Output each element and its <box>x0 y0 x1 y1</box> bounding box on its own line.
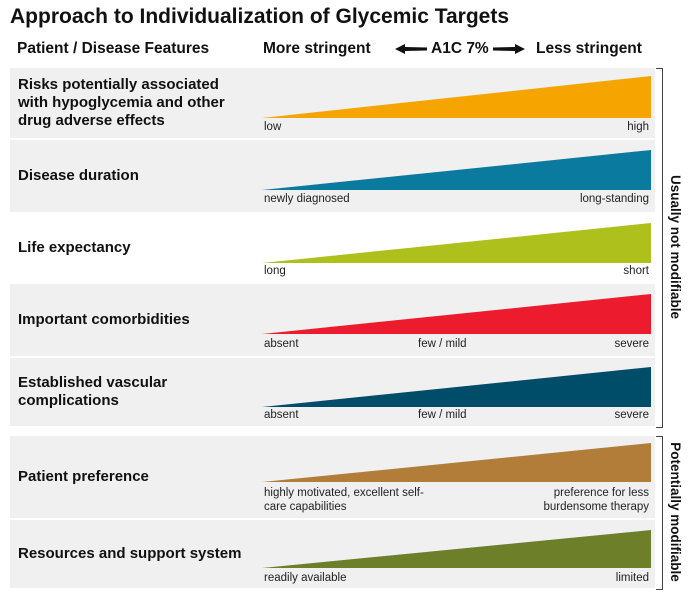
a1c-header: A1C 7% <box>395 40 525 58</box>
stringency-wedge <box>262 223 651 263</box>
a1c-label: A1C 7% <box>431 40 489 57</box>
stringency-wedge <box>262 367 651 407</box>
feature-label: Established vascular complications <box>18 374 168 409</box>
modifiable-bracket <box>656 436 663 590</box>
scale-right-label: long-standing <box>579 193 649 205</box>
scale-right-label: high <box>627 121 649 133</box>
scale-left-label: highly motivated, excellent self-care ca… <box>264 487 424 513</box>
stringency-wedge <box>262 294 651 334</box>
scale-mid-label: few / mild <box>418 409 467 421</box>
row-life-expectancy: Life expectancy long short <box>10 214 655 282</box>
feature-label: Important comorbidities <box>18 311 190 328</box>
row-resources-support: Resources and support system readily ava… <box>10 520 655 588</box>
row-comorbidities: Important comorbidities absent few / mil… <box>10 284 655 356</box>
stringency-wedge <box>262 76 651 118</box>
scale-mid-label: few / mild <box>418 338 467 350</box>
scale-right-label: severe <box>614 409 649 421</box>
not-modifiable-bracket <box>656 68 663 428</box>
feature-label: Risks potentially associated with hypogl… <box>18 76 225 129</box>
not-modifiable-label: Usually not modifiable <box>668 174 683 320</box>
scale-right-label: limited <box>615 572 649 584</box>
row-patient-preference: Patient preference highly motivated, exc… <box>10 436 655 518</box>
features-header: Patient / Disease Features <box>17 40 210 57</box>
modifiable-label: Potentially modifiable <box>668 442 683 582</box>
stringency-wedge <box>262 443 651 482</box>
feature-label: Disease duration <box>18 167 139 184</box>
row-vascular-complications: Established vascular complications absen… <box>10 358 655 426</box>
scale-left-label: absent <box>264 338 299 350</box>
more-stringent-header: More stringent <box>263 40 371 57</box>
row-disease-duration: Disease duration newly diagnosed long-st… <box>10 140 655 212</box>
scale-right-label: short <box>623 265 649 277</box>
scale-left-label: long <box>264 265 286 277</box>
scale-left-label: absent <box>264 409 299 421</box>
scale-right-label: preference for less burdensome therapy <box>543 487 649 513</box>
scale-right-label: severe <box>614 338 649 350</box>
less-stringent-header: Less stringent <box>536 40 642 57</box>
feature-label: Life expectancy <box>18 239 131 256</box>
scale-left-label: newly diagnosed <box>264 193 350 205</box>
figure-title: Approach to Individualization of Glycemi… <box>10 5 510 28</box>
stringency-wedge <box>262 150 651 190</box>
stringency-wedge <box>262 530 651 568</box>
row-hypoglycemia-risk: Risks potentially associated with hypogl… <box>10 68 655 138</box>
arrow-left-icon <box>395 44 427 54</box>
scale-left-label: low <box>264 121 282 133</box>
scale-left-label: readily available <box>264 572 347 584</box>
feature-label: Resources and support system <box>18 545 242 562</box>
arrow-right-icon <box>492 44 525 54</box>
feature-label: Patient preference <box>18 468 149 485</box>
